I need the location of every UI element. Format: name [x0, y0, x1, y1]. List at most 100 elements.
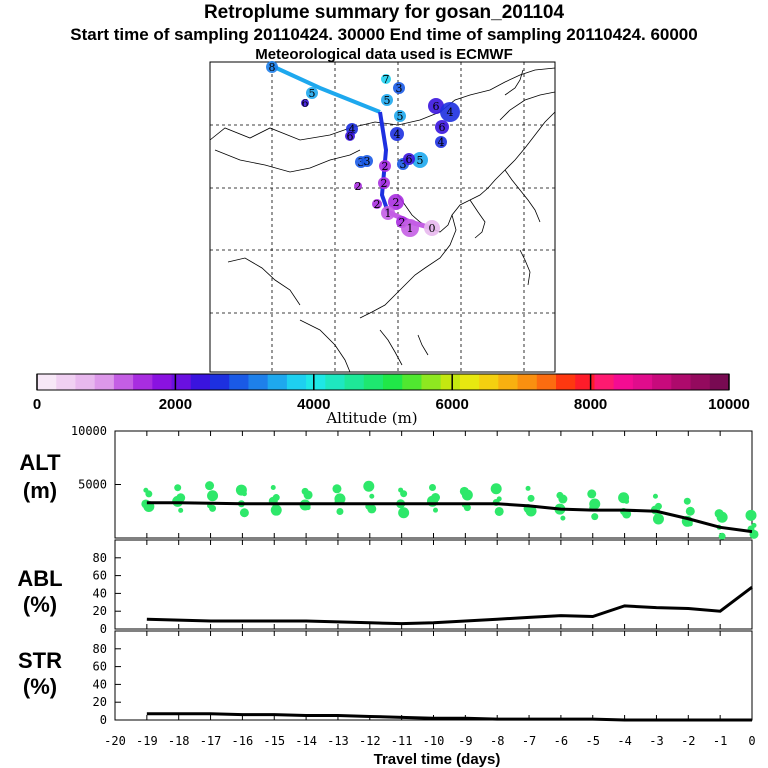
colorbar-swatch: [229, 374, 249, 390]
plume-dot: 8: [266, 61, 278, 74]
plume-dot-label: 3: [364, 155, 371, 168]
panel-frame: [114, 630, 753, 721]
plume-dot-label: 3: [358, 156, 365, 169]
alt-scatter-dot: [433, 507, 438, 513]
plume-dot-marker: [401, 219, 419, 237]
plume-dot-label: 6: [439, 121, 446, 134]
colorbar-swatch: [632, 374, 653, 390]
plume-dot-label: 4: [438, 136, 445, 149]
x-tick-label: -8: [490, 734, 504, 748]
plume-dot: 6: [403, 153, 415, 166]
plume-dot-marker: [424, 220, 440, 236]
colorbar-swatch: [459, 374, 480, 390]
alt-scatter-dot: [270, 504, 282, 516]
colorbar-swatch: [248, 374, 269, 390]
plume-dot: 6: [345, 130, 355, 143]
plume-dot-marker: [412, 152, 428, 168]
plume-dot-label: 2: [355, 180, 362, 193]
x-axis: -20 -19 -18 -17 -16 -15 -14 -13 -12 -11 -10 -9 -8 -7-…: [104, 734, 755, 768]
plume-dot-marker: [403, 153, 415, 165]
plume-dot-marker: [393, 82, 405, 94]
x-tick-label: -5: [586, 734, 600, 748]
alt-scatter-dot: [525, 505, 537, 517]
panel-str: 80 60 40 20 0 STR(%): [18, 630, 753, 727]
plume-dot-label: 2: [381, 177, 388, 190]
colorbar-swatch: [594, 374, 615, 390]
plume-dot-marker: [394, 110, 406, 122]
colorbar-tick-label: 10000: [708, 396, 750, 413]
alt-scatter-dot: [652, 493, 658, 499]
colorbar-swatch: [671, 374, 692, 390]
colorbar-swatch: [383, 374, 403, 390]
y-tick-label: 40: [93, 677, 107, 691]
alt-scatter-dot: [239, 508, 249, 518]
map-gridlines: [210, 62, 555, 372]
panel-unit: (%): [23, 592, 57, 617]
alt-scatter-dot: [652, 513, 664, 525]
plume-dot-label: 4: [349, 123, 356, 136]
plume-dot-marker: [381, 74, 391, 84]
colorbar-swatch: [113, 374, 134, 390]
colorbar-swatch: [709, 374, 730, 390]
alt-scatter-dot: [332, 484, 342, 494]
plume-dot: 4: [435, 136, 447, 149]
plume-dot-marker: [361, 155, 373, 167]
plume-dot-label: 2: [374, 198, 381, 211]
y-tick-label: 10000: [71, 424, 107, 438]
alt-scatter-dot: [718, 532, 726, 540]
plume-dot-marker: [381, 206, 395, 220]
plume-dot-label: 5: [397, 110, 404, 123]
alt-scatter-dot: [624, 498, 630, 504]
alt-scatter-dot: [687, 521, 693, 527]
x-tick-label: -19: [136, 734, 158, 748]
colorbar-swatch: [613, 374, 634, 390]
panel-frame: [114, 539, 753, 630]
met-data-note: Meteorological data used is ECMWF: [255, 46, 513, 63]
plume-dot: 4: [440, 102, 460, 122]
alt-scatter-dot: [367, 504, 377, 514]
y-tick-label: 5000: [78, 478, 107, 492]
plume-dot: 3: [393, 82, 405, 95]
time-series-panels: 100005000ALT(m)806040200ABL(%)806040200S…: [17, 424, 759, 768]
map-coastlines: [209, 67, 556, 373]
alt-scatter-dot: [685, 506, 695, 516]
plume-dot-marker: [428, 98, 444, 114]
plume-dot-marker: [306, 87, 318, 99]
panel-label: STR: [18, 648, 62, 673]
colorbar-swatch: [652, 374, 672, 390]
plume-dot-label: 8: [269, 61, 276, 74]
y-tick-label: 20: [93, 604, 107, 618]
plume-dot: 6: [301, 97, 309, 110]
plume-dot: 5: [306, 87, 318, 100]
plume-dot-label: 1: [407, 222, 414, 235]
panel-alt: 10000 5000 ALT (m): [19, 424, 759, 540]
plume-dot: 3: [361, 155, 373, 168]
alt-scatter-dot: [363, 480, 375, 492]
colorbar-swatch: [75, 374, 96, 390]
x-tick-label: -4: [617, 734, 631, 748]
alt-scatter-dot: [305, 505, 311, 511]
x-tick-label: -11: [391, 734, 413, 748]
alt-scatter-dot: [429, 483, 436, 491]
alt-scatter-dot: [683, 497, 691, 505]
sampling-times: Start time of sampling 20110424. 30000 E…: [70, 25, 698, 44]
plume-dot-label: 6: [302, 97, 309, 110]
colorbar-swatch: [286, 374, 307, 390]
alt-scatter-dot: [525, 485, 531, 491]
colorbar-swatch: [152, 374, 173, 390]
x-tick-label: -15: [263, 734, 285, 748]
alt-scatter-dot: [400, 490, 408, 498]
x-tick-label: -20: [104, 734, 126, 748]
panel-unit: (m): [23, 478, 57, 503]
colorbar-swatch: [575, 374, 595, 390]
x-tick-label: -17: [200, 734, 222, 748]
x-tick-label: -2: [681, 734, 695, 748]
plume-dot: 1: [401, 219, 419, 237]
alt-scatter-dot: [209, 504, 217, 512]
y-tick-label: 40: [93, 586, 107, 600]
alt-scatter-dot: [461, 489, 473, 501]
panel-label: ABL: [17, 566, 62, 591]
plume-dot: 2: [379, 160, 391, 173]
colorbar-title: Altitude (m): [325, 409, 417, 427]
